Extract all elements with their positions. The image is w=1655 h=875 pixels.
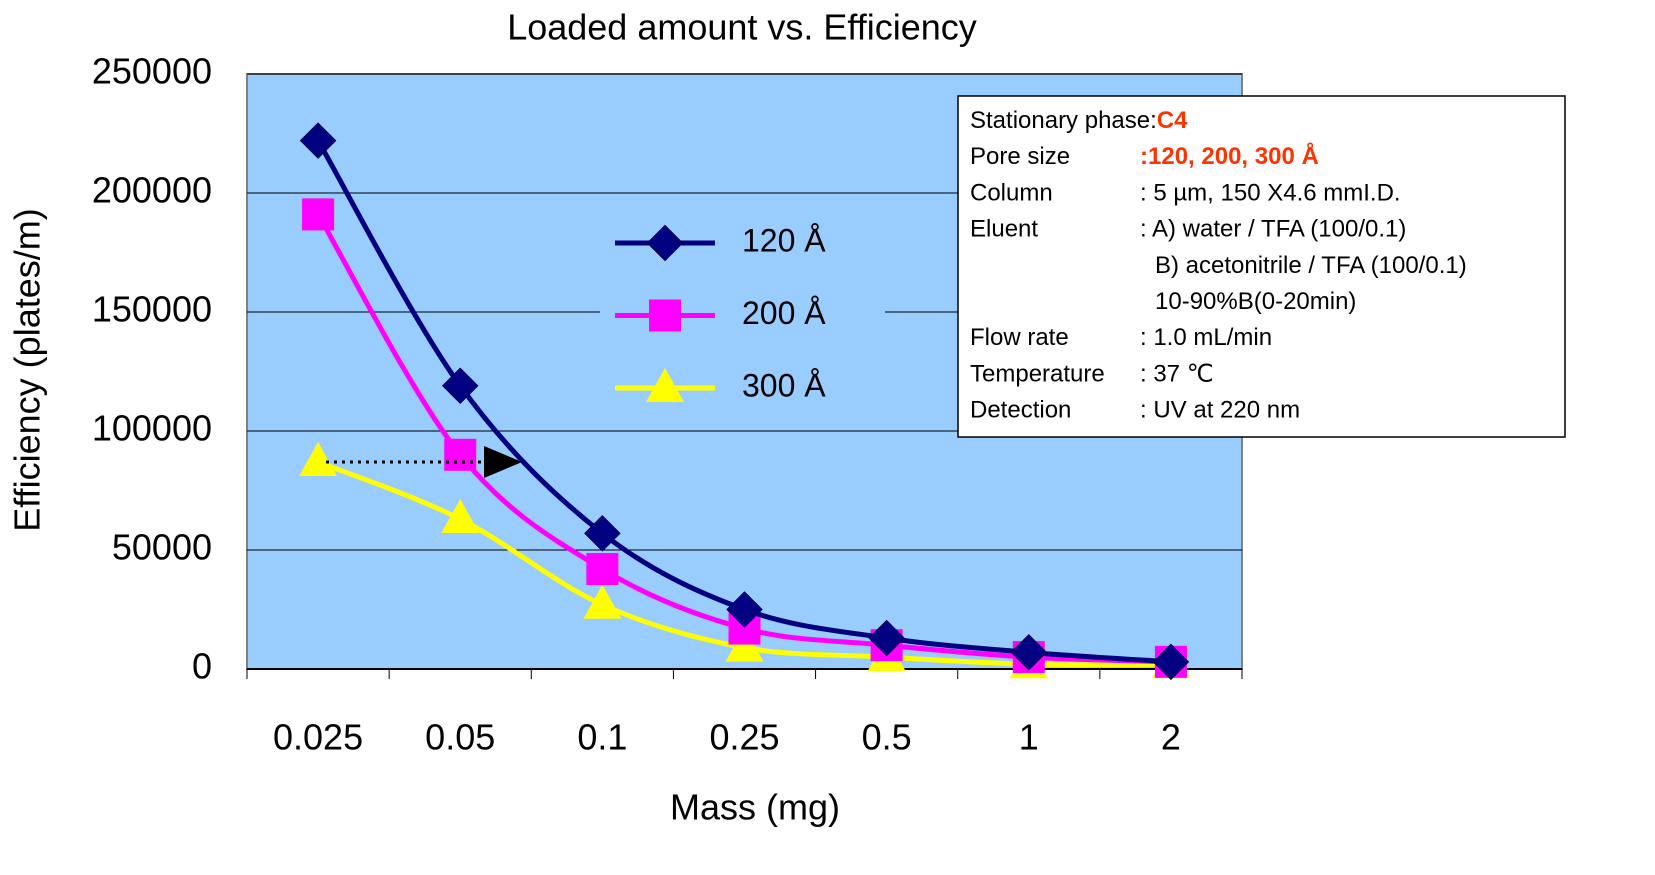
marker xyxy=(441,499,480,534)
x-tick-label: 0.25 xyxy=(709,717,779,758)
annotation-value: B) acetonitrile / TFA (100/0.1) xyxy=(1155,252,1467,279)
chart-title: Loaded amount vs. Efficiency xyxy=(507,7,977,48)
marker xyxy=(1010,633,1048,671)
marker xyxy=(586,553,619,586)
annotation-row: Stationary phase:C4 xyxy=(970,107,1188,134)
annotation-row: 10-90%B(0-20min) xyxy=(1155,288,1356,315)
marker xyxy=(868,619,905,657)
x-tick-label: 1 xyxy=(1019,717,1039,758)
x-tick-label: 2 xyxy=(1161,717,1181,758)
annotation-value: C4 xyxy=(1157,107,1188,134)
x-tick-label: 0.05 xyxy=(425,717,495,758)
x-tick-label: 0.1 xyxy=(577,717,627,758)
marker xyxy=(299,122,337,159)
annotation-row: Temperature : 37 ℃ xyxy=(970,361,1214,388)
annotation-row: Detection : UV at 220 nm xyxy=(970,397,1300,424)
marker xyxy=(583,584,622,619)
annotation-value: :120, 200, 300 Å xyxy=(1140,143,1319,171)
annotation-row: Flow rate : 1.0 mL/min xyxy=(970,325,1272,352)
annotation-label: Stationary phase: xyxy=(970,107,1157,134)
annotation-value: : 1.0 mL/min xyxy=(1140,325,1272,352)
y-tick-label: 0 xyxy=(192,646,212,687)
annotation-row: B) acetonitrile / TFA (100/0.1) xyxy=(1155,252,1467,279)
legend: 120 Å 200 Å 300 Å xyxy=(600,213,885,413)
annotation-label: Temperature xyxy=(970,361,1105,388)
legend-label: 200 Å xyxy=(742,295,826,331)
marker xyxy=(726,591,763,628)
annotation-label: Eluent xyxy=(970,216,1038,243)
annotation: Stationary phase:C4 Pore size :120, 200, 3… xyxy=(970,107,1467,424)
y-tick-label: 250000 xyxy=(92,51,212,92)
annotation-value: : UV at 220 nm xyxy=(1140,397,1300,424)
y-tick-label: 150000 xyxy=(92,289,212,330)
annotation-value: : 37 ℃ xyxy=(1140,361,1214,388)
marker xyxy=(444,438,477,471)
annotation-value: 10-90%B(0-20min) xyxy=(1155,288,1356,315)
marker xyxy=(1152,643,1190,681)
marker xyxy=(646,224,684,262)
marker xyxy=(725,627,764,662)
marker xyxy=(646,368,684,402)
annotation-label: Column xyxy=(970,180,1053,207)
series xyxy=(299,122,1190,681)
marker xyxy=(441,367,479,405)
y-tick-label: 50000 xyxy=(112,527,212,568)
annotation-label: Pore size xyxy=(970,144,1070,171)
y-tick-label: 100000 xyxy=(92,408,212,449)
marker xyxy=(302,198,335,231)
annotation-row: Pore size :120, 200, 300 Å xyxy=(970,143,1319,171)
x-tick-label: 0.025 xyxy=(273,717,363,758)
annotation-value: : A) water / TFA (100/0.1) xyxy=(1140,216,1406,243)
x-axis-ticks xyxy=(246,668,1243,679)
annotation-row: Eluent : A) water / TFA (100/0.1) xyxy=(970,216,1406,243)
annotation-row: Column : 5 µm, 150 X4.6 mmI.D. xyxy=(970,180,1401,207)
y-tick-label: 200000 xyxy=(92,170,212,211)
marker xyxy=(649,299,681,332)
annotation-label: Detection xyxy=(970,397,1071,424)
arrow xyxy=(326,446,522,478)
marker xyxy=(584,514,621,552)
x-axis-title: Mass (mg) xyxy=(670,787,840,828)
marker xyxy=(299,441,338,476)
annotation-label: Flow rate xyxy=(970,325,1069,352)
legend-label: 300 Å xyxy=(742,367,826,403)
x-tick-label: 0.5 xyxy=(862,717,912,758)
arrow-head xyxy=(484,446,522,478)
y-axis-title: Efficiency (plates/m) xyxy=(7,208,48,531)
annotation-box xyxy=(957,95,1566,438)
legend-label: 120 Å xyxy=(742,222,826,258)
annotation-value: : 5 µm, 150 X4.6 mmI.D. xyxy=(1140,180,1401,207)
